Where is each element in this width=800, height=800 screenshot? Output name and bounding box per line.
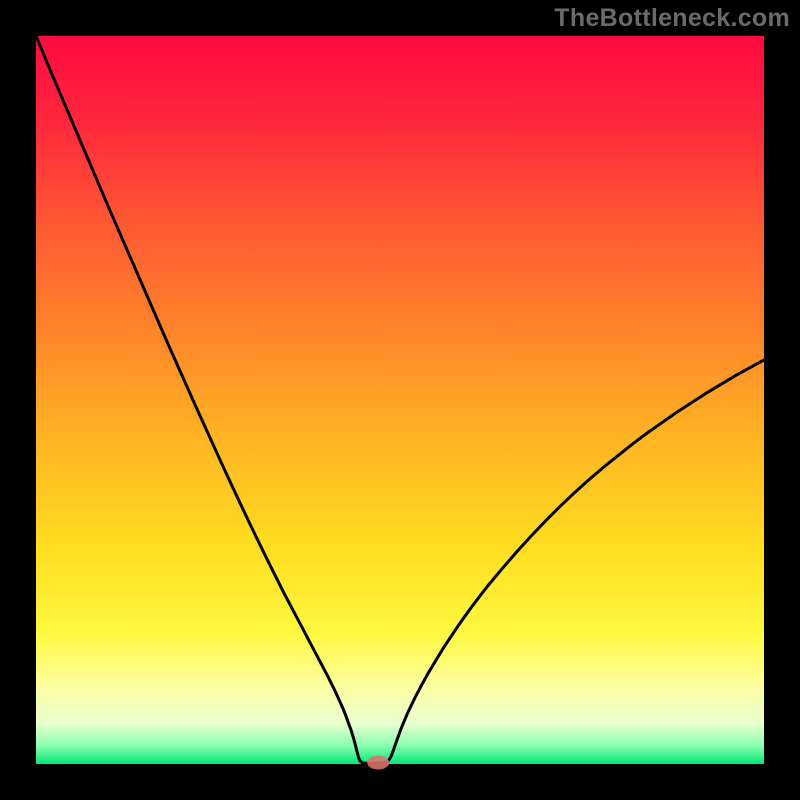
watermark-text: TheBottleneck.com	[554, 4, 790, 33]
chart-container: TheBottleneck.com	[0, 0, 800, 800]
plot-gradient-background	[36, 36, 764, 764]
bottleneck-chart	[0, 0, 800, 800]
optimal-point-marker	[367, 756, 389, 770]
